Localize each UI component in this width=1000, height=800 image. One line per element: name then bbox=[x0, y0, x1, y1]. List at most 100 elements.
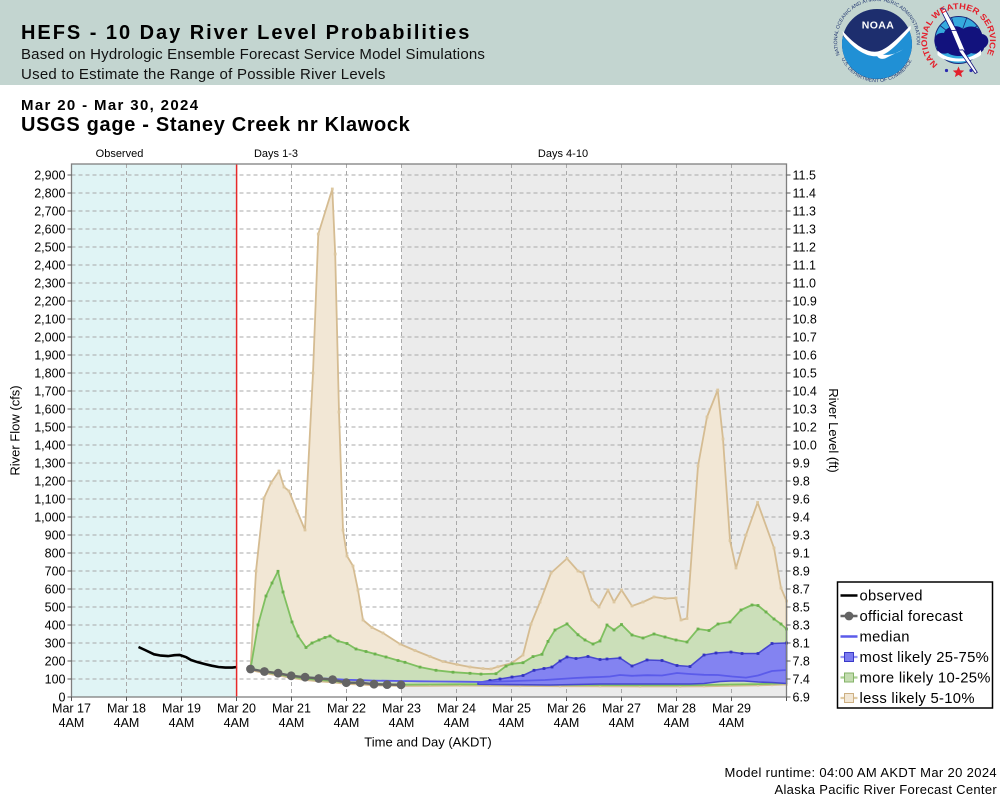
svg-text:Mar 18: Mar 18 bbox=[107, 702, 146, 716]
svg-text:Mar 20: Mar 20 bbox=[217, 702, 256, 716]
svg-text:4AM: 4AM bbox=[334, 716, 360, 730]
svg-text:4AM: 4AM bbox=[499, 716, 525, 730]
svg-text:Model runtime: 04:00 AM AKDT M: Model runtime: 04:00 AM AKDT Mar 20 2024 bbox=[725, 765, 997, 780]
svg-text:Mar 21: Mar 21 bbox=[272, 702, 311, 716]
svg-text:2,800: 2,800 bbox=[34, 186, 65, 200]
svg-text:10.0: 10.0 bbox=[793, 438, 817, 452]
svg-text:10.2: 10.2 bbox=[793, 420, 817, 434]
svg-text:8.9: 8.9 bbox=[793, 564, 810, 578]
svg-text:11.3: 11.3 bbox=[793, 204, 816, 218]
svg-text:Mar 25: Mar 25 bbox=[492, 702, 531, 716]
svg-text:1,700: 1,700 bbox=[34, 384, 65, 398]
svg-text:2,600: 2,600 bbox=[34, 222, 65, 236]
svg-text:11.0: 11.0 bbox=[793, 276, 816, 290]
svg-text:9.8: 9.8 bbox=[793, 474, 810, 488]
svg-text:2,200: 2,200 bbox=[34, 294, 65, 308]
svg-text:8.1: 8.1 bbox=[793, 636, 810, 650]
svg-text:11.4: 11.4 bbox=[793, 186, 816, 200]
svg-text:2,500: 2,500 bbox=[34, 240, 65, 254]
svg-text:8.7: 8.7 bbox=[793, 582, 810, 596]
svg-text:1,200: 1,200 bbox=[34, 474, 65, 488]
svg-text:10.5: 10.5 bbox=[793, 366, 817, 380]
svg-text:Mar 26: Mar 26 bbox=[547, 702, 586, 716]
svg-text:Alaska Pacific River Forecast: Alaska Pacific River Forecast Center bbox=[775, 782, 998, 797]
svg-text:200: 200 bbox=[45, 654, 66, 668]
svg-text:4AM: 4AM bbox=[224, 716, 250, 730]
svg-text:8.3: 8.3 bbox=[793, 618, 810, 632]
svg-text:4AM: 4AM bbox=[719, 716, 745, 730]
svg-text:4AM: 4AM bbox=[554, 716, 580, 730]
svg-text:NOAA: NOAA bbox=[862, 20, 895, 32]
svg-text:10.6: 10.6 bbox=[793, 348, 817, 362]
svg-text:9.4: 9.4 bbox=[793, 510, 810, 524]
svg-text:11.1: 11.1 bbox=[793, 258, 816, 272]
svg-text:River Level (ft): River Level (ft) bbox=[826, 388, 841, 473]
svg-text:800: 800 bbox=[45, 546, 66, 560]
svg-text:1,600: 1,600 bbox=[34, 402, 65, 416]
svg-text:Mar 22: Mar 22 bbox=[327, 702, 366, 716]
svg-text:Mar 24: Mar 24 bbox=[437, 702, 476, 716]
svg-text:2,400: 2,400 bbox=[34, 258, 65, 272]
svg-text:500: 500 bbox=[45, 600, 66, 614]
svg-text:Mar 28: Mar 28 bbox=[657, 702, 696, 716]
svg-text:1,900: 1,900 bbox=[34, 348, 65, 362]
svg-text:Mar 29: Mar 29 bbox=[712, 702, 751, 716]
svg-text:9.6: 9.6 bbox=[793, 492, 810, 506]
svg-text:1,800: 1,800 bbox=[34, 366, 65, 380]
svg-text:median: median bbox=[860, 629, 910, 645]
svg-text:300: 300 bbox=[45, 636, 66, 650]
svg-text:2,300: 2,300 bbox=[34, 276, 65, 290]
svg-text:11.3: 11.3 bbox=[793, 222, 816, 236]
svg-text:4AM: 4AM bbox=[444, 716, 470, 730]
svg-text:1,300: 1,300 bbox=[34, 456, 65, 470]
svg-text:Mar 19: Mar 19 bbox=[162, 702, 201, 716]
svg-text:observed: observed bbox=[860, 588, 923, 604]
svg-text:1,500: 1,500 bbox=[34, 420, 65, 434]
svg-text:Mar 27: Mar 27 bbox=[602, 702, 641, 716]
svg-text:10.9: 10.9 bbox=[793, 294, 817, 308]
svg-text:4AM: 4AM bbox=[169, 716, 195, 730]
svg-text:8.5: 8.5 bbox=[793, 600, 810, 614]
svg-text:Time and Day (AKDT): Time and Day (AKDT) bbox=[364, 735, 491, 750]
svg-text:10.7: 10.7 bbox=[793, 330, 817, 344]
svg-text:official forecast: official forecast bbox=[860, 609, 964, 625]
svg-text:less likely 5-10%: less likely 5-10% bbox=[860, 691, 975, 707]
svg-text:600: 600 bbox=[45, 582, 66, 596]
svg-text:4AM: 4AM bbox=[114, 716, 140, 730]
svg-text:Mar 17: Mar 17 bbox=[52, 702, 91, 716]
svg-text:4AM: 4AM bbox=[279, 716, 305, 730]
svg-text:River Flow (cfs): River Flow (cfs) bbox=[8, 385, 23, 475]
svg-text:10.3: 10.3 bbox=[793, 402, 817, 416]
svg-text:Days 1-3: Days 1-3 bbox=[254, 148, 298, 160]
svg-text:9.3: 9.3 bbox=[793, 528, 810, 542]
svg-text:100: 100 bbox=[45, 672, 66, 686]
svg-text:10.8: 10.8 bbox=[793, 312, 817, 326]
svg-text:4AM: 4AM bbox=[609, 716, 635, 730]
svg-text:4AM: 4AM bbox=[59, 716, 85, 730]
svg-text:4AM: 4AM bbox=[389, 716, 415, 730]
svg-text:4AM: 4AM bbox=[664, 716, 690, 730]
svg-text:700: 700 bbox=[45, 564, 66, 578]
svg-text:900: 900 bbox=[45, 528, 66, 542]
svg-text:Days 4-10: Days 4-10 bbox=[538, 148, 588, 160]
svg-text:6.9: 6.9 bbox=[793, 690, 810, 704]
svg-text:400: 400 bbox=[45, 618, 66, 632]
svg-text:10.4: 10.4 bbox=[793, 384, 817, 398]
svg-text:2,100: 2,100 bbox=[34, 312, 65, 326]
svg-text:more likely 10-25%: more likely 10-25% bbox=[860, 670, 991, 686]
svg-text:2,900: 2,900 bbox=[34, 168, 65, 182]
svg-text:Mar 23: Mar 23 bbox=[382, 702, 421, 716]
svg-text:1,000: 1,000 bbox=[34, 510, 65, 524]
svg-text:Observed: Observed bbox=[96, 148, 144, 160]
svg-text:1,100: 1,100 bbox=[34, 492, 65, 506]
svg-text:7.4: 7.4 bbox=[793, 672, 810, 686]
svg-text:0: 0 bbox=[59, 690, 66, 704]
svg-text:2,000: 2,000 bbox=[34, 330, 65, 344]
svg-text:9.1: 9.1 bbox=[793, 546, 810, 560]
svg-text:9.9: 9.9 bbox=[793, 456, 810, 470]
svg-text:11.5: 11.5 bbox=[793, 168, 816, 182]
svg-text:most likely 25-75%: most likely 25-75% bbox=[860, 650, 990, 666]
svg-text:11.2: 11.2 bbox=[793, 240, 816, 254]
svg-text:1,400: 1,400 bbox=[34, 438, 65, 452]
svg-text:2,700: 2,700 bbox=[34, 204, 65, 218]
